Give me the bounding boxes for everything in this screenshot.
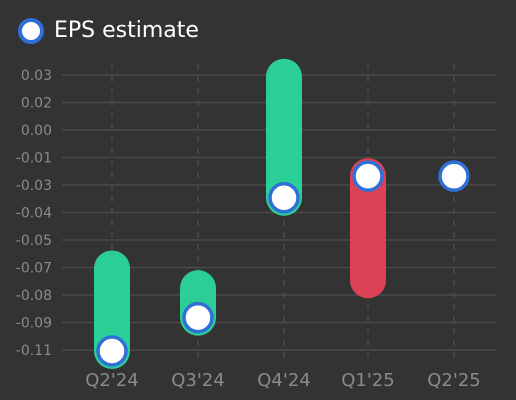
y-tick-label: 0.00 <box>21 123 52 139</box>
eps-estimate-marker <box>438 160 470 192</box>
eps-range-bar <box>350 158 386 299</box>
eps-estimate-marker <box>96 335 128 367</box>
eps-estimate-marker <box>268 182 300 214</box>
y-tick-label: -0.07 <box>16 261 52 277</box>
y-tick-label: -0.05 <box>16 233 52 249</box>
x-tick-label: Q3'24 <box>171 370 224 391</box>
y-tick-label: -0.09 <box>16 316 52 332</box>
y-tick-label: -0.08 <box>16 288 52 304</box>
y-tick-label: -0.03 <box>16 178 52 194</box>
x-tick-label: Q1'25 <box>341 370 394 391</box>
legend-marker-icon <box>18 18 44 44</box>
y-tick-label: -0.01 <box>16 151 52 167</box>
x-tick-label: Q2'24 <box>85 370 138 391</box>
eps-estimate-marker <box>182 301 214 334</box>
y-tick-label: 0.02 <box>21 96 52 112</box>
eps-estimate-marker <box>352 160 384 192</box>
y-tick-label: -0.04 <box>16 206 52 222</box>
legend-label: EPS estimate <box>54 18 199 43</box>
y-tick-label: 0.03 <box>21 68 52 84</box>
legend: EPS estimate <box>18 18 199 44</box>
y-tick-label: -0.11 <box>16 343 52 359</box>
x-tick-label: Q2'25 <box>427 370 480 391</box>
x-tick-label: Q4'24 <box>257 370 310 391</box>
eps-range-bar <box>266 58 302 216</box>
